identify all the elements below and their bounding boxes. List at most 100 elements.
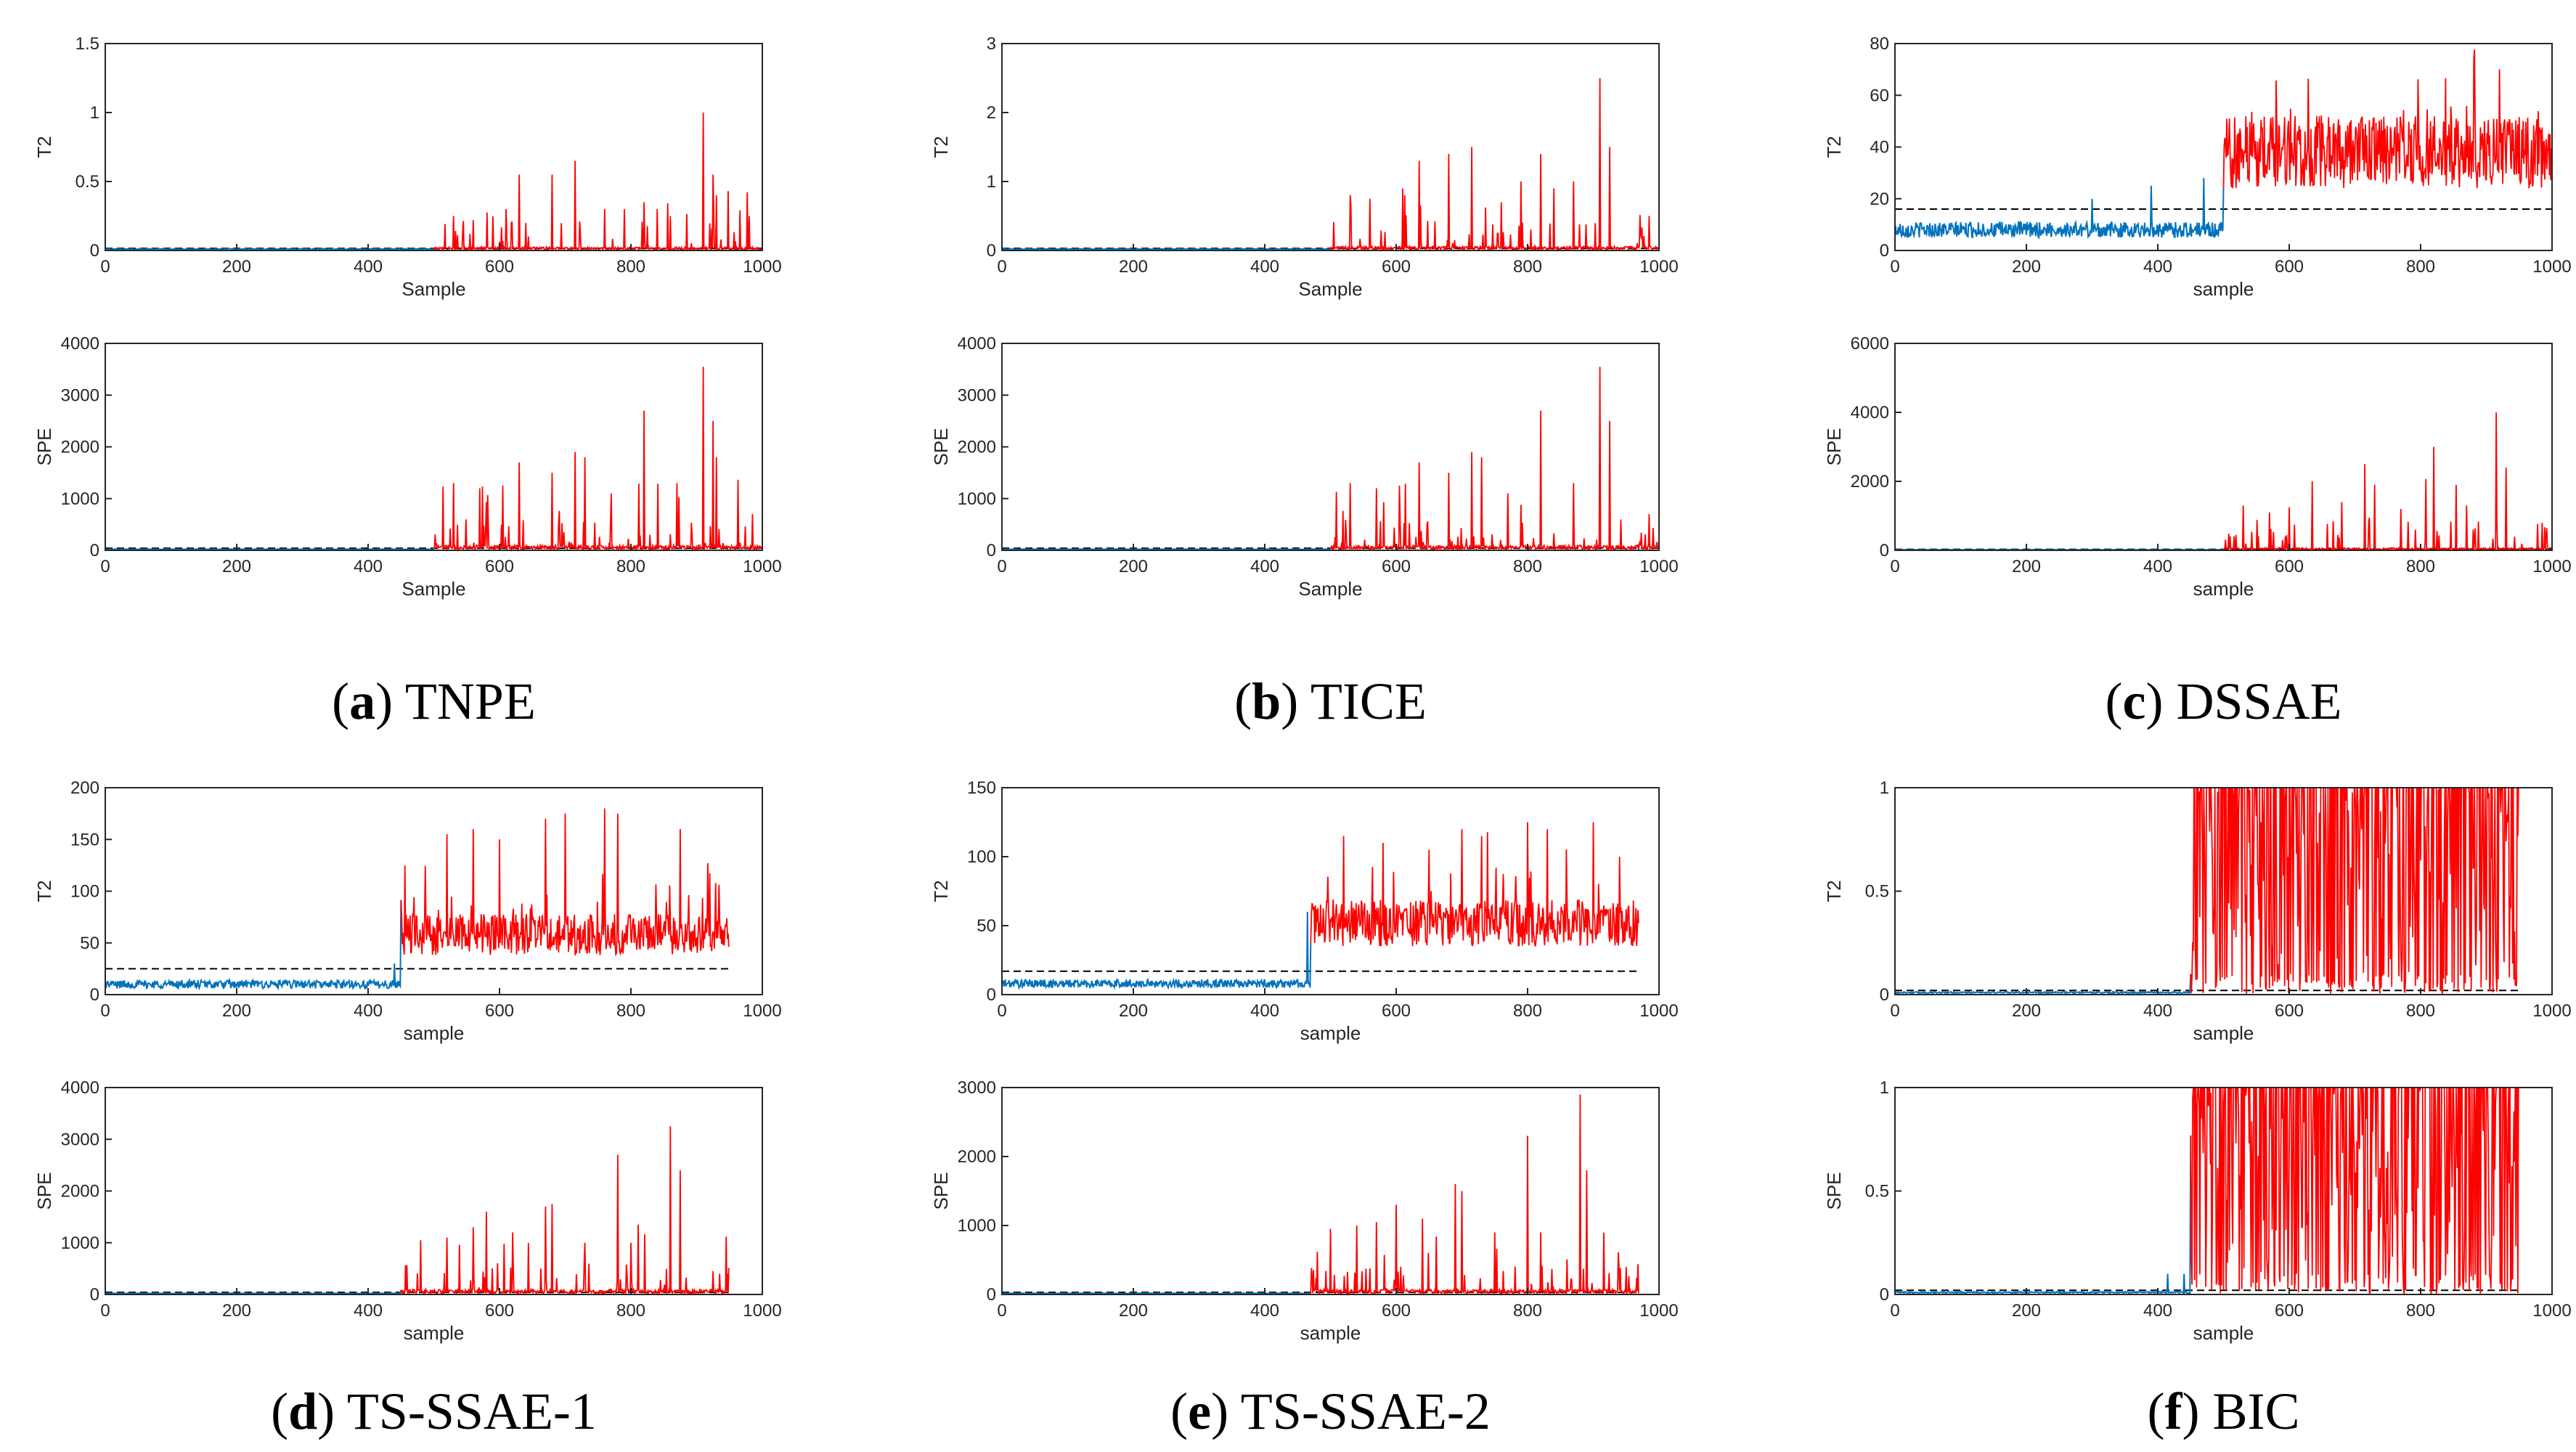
x-tick-label: 0 xyxy=(997,1001,1006,1021)
x-tick-label: 800 xyxy=(616,257,645,277)
normal-series xyxy=(1001,248,1332,250)
x-tick-label: 400 xyxy=(2143,557,2172,576)
subplot-spe: 0 200 400 600 800 1000 0 0.5 1 sample SPE xyxy=(1823,1078,2572,1344)
axes-box xyxy=(105,343,763,551)
normal-series xyxy=(105,547,435,551)
y-tick-label: 0.5 xyxy=(1865,1182,1889,1202)
fault-series xyxy=(1310,822,1639,947)
caption-paren-close: ) xyxy=(317,1382,347,1440)
x-tick-label: 200 xyxy=(1119,1001,1148,1021)
y-tick-label: 50 xyxy=(977,916,996,936)
caption-paren-close: ) xyxy=(2182,1382,2212,1440)
caption-label: DSSAE xyxy=(2176,672,2341,730)
axes-box xyxy=(1001,787,1660,995)
x-axis-label: sample xyxy=(2193,1322,2254,1344)
subplot-spe: 0 200 400 600 800 1000 0 1000 2000 3000 4000 Sample… xyxy=(33,334,782,600)
normal-series xyxy=(1894,178,2225,240)
x-axis-label: sample xyxy=(404,1022,465,1044)
y-tick-label: 3 xyxy=(987,34,996,54)
axes-box xyxy=(1894,343,2553,551)
y-axis-label: T2 xyxy=(930,880,952,902)
x-tick-label: 600 xyxy=(1382,1301,1411,1321)
caption-label: TICE xyxy=(1311,672,1427,730)
y-tick-label: 1000 xyxy=(61,489,99,509)
subplot-spe: 0 200 400 600 800 1000 0 1000 2000 3000 sample SPE xyxy=(930,1078,1679,1344)
normal-series xyxy=(105,1289,402,1295)
y-axis-label: T2 xyxy=(33,136,55,158)
y-tick-label: 4000 xyxy=(1851,403,1889,423)
caption-paren-close: ) xyxy=(375,672,405,730)
y-tick-label: 0 xyxy=(1880,985,1889,1005)
y-tick-label: 0 xyxy=(90,985,99,1005)
y-tick-label: 6000 xyxy=(1851,334,1889,354)
y-axis-label: SPE xyxy=(1823,428,1845,465)
y-tick-label: 0 xyxy=(1880,541,1889,560)
x-tick-label: 200 xyxy=(222,1301,251,1321)
x-tick-label: 400 xyxy=(1250,557,1279,576)
y-tick-label: 1 xyxy=(1880,1078,1889,1098)
y-tick-label: 2000 xyxy=(61,1182,99,1202)
subplot-t2: 0 200 400 600 800 1000 0 0.5 1 1.5 Sample T2 xyxy=(33,34,782,300)
panel-caption-b: (b) TICE xyxy=(1234,672,1427,730)
x-tick-label: 400 xyxy=(354,1301,383,1321)
y-tick-label: 1 xyxy=(90,103,99,123)
x-tick-label: 200 xyxy=(2012,1001,2041,1021)
y-tick-label: 1 xyxy=(987,172,996,192)
y-tick-label: 2 xyxy=(987,103,996,123)
caption-paren-open: ( xyxy=(1170,1382,1188,1440)
fault-series xyxy=(433,112,762,253)
y-tick-label: 0 xyxy=(90,241,99,261)
panel-caption-a: (a) TNPE xyxy=(332,672,536,730)
fault-series xyxy=(2190,787,2519,995)
normal-series xyxy=(1894,1135,2192,1295)
x-tick-label: 600 xyxy=(1382,257,1411,277)
panel-caption-c: (c) DSSAE xyxy=(2106,672,2342,730)
x-tick-label: 600 xyxy=(485,1301,514,1321)
panel-caption-d: (d) TS-SSAE-1 xyxy=(271,1382,597,1440)
y-axis-label: SPE xyxy=(33,1172,55,1210)
x-tick-label: 1000 xyxy=(1639,1301,1678,1321)
caption-letter: b xyxy=(1252,672,1281,730)
x-tick-label: 400 xyxy=(1250,257,1279,277)
y-axis-label: SPE xyxy=(930,1172,952,1210)
y-tick-label: 60 xyxy=(1870,86,1889,105)
x-tick-label: 800 xyxy=(1513,1301,1542,1321)
x-axis-label: Sample xyxy=(402,578,465,600)
x-tick-label: 1000 xyxy=(1639,557,1678,576)
normal-series xyxy=(1894,974,2192,995)
subplot-spe: 0 200 400 600 800 1000 0 2000 4000 6000 sample SPE xyxy=(1823,334,2572,600)
normal-series xyxy=(1001,547,1332,551)
y-axis-label: T2 xyxy=(33,880,55,902)
x-axis-label: sample xyxy=(1300,1022,1361,1044)
panel-caption-f: (f) BIC xyxy=(2148,1382,2300,1440)
x-tick-label: 800 xyxy=(1513,257,1542,277)
y-tick-label: 3000 xyxy=(958,386,996,405)
x-tick-label: 0 xyxy=(997,1301,1006,1321)
y-tick-label: 0.5 xyxy=(1865,882,1889,902)
y-tick-label: 4000 xyxy=(958,334,996,354)
subplot-t2: 0 200 400 600 800 1000 0 1 2 3 Sample T2 xyxy=(930,34,1679,300)
subplot-t2: 0 200 400 600 800 1000 0 50 100 150 sample T2 xyxy=(930,778,1679,1044)
y-axis-label: T2 xyxy=(1823,880,1845,902)
x-tick-label: 0 xyxy=(1890,257,1899,277)
x-tick-label: 0 xyxy=(1890,1001,1899,1021)
y-tick-label: 100 xyxy=(70,882,99,902)
x-axis-label: Sample xyxy=(402,278,465,300)
normal-series xyxy=(1001,1292,1311,1295)
y-tick-label: 3000 xyxy=(61,1130,99,1149)
x-tick-label: 200 xyxy=(2012,1301,2041,1321)
y-tick-label: 1000 xyxy=(958,489,996,509)
y-tick-label: 0 xyxy=(1880,1285,1889,1305)
y-tick-label: 150 xyxy=(70,830,99,849)
y-tick-label: 4000 xyxy=(61,334,99,354)
x-tick-label: 1000 xyxy=(743,257,781,277)
axes-box xyxy=(1001,43,1660,251)
subplot-t2: 0 200 400 600 800 1000 0 0.5 1 sample T2 xyxy=(1823,778,2572,1044)
x-tick-label: 800 xyxy=(1513,1001,1542,1021)
caption-label: BIC xyxy=(2212,1382,2299,1440)
x-tick-label: 200 xyxy=(2012,257,2041,277)
y-tick-label: 40 xyxy=(1870,138,1889,158)
x-tick-label: 0 xyxy=(100,257,110,277)
caption-paren-open: ( xyxy=(332,672,349,730)
